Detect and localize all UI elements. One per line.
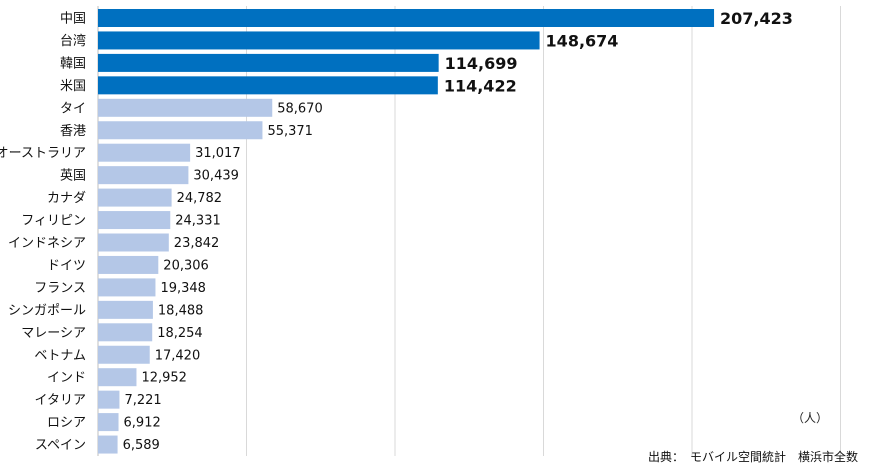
- bar: [98, 143, 191, 162]
- data-label: 114,422: [444, 76, 517, 95]
- data-label: 17,420: [155, 348, 201, 363]
- data-label: 6,589: [123, 438, 160, 453]
- data-label: 18,488: [158, 303, 204, 318]
- bar: [98, 211, 171, 230]
- category-label: シンガポール: [8, 303, 86, 318]
- bar: [98, 390, 120, 409]
- data-label: 114,699: [445, 54, 518, 73]
- category-label: ベトナム: [34, 348, 86, 363]
- source-label: 出典： モバイル空間統計 横浜市全数: [648, 450, 859, 464]
- category-label: 米国: [60, 79, 86, 94]
- bar: [98, 368, 137, 387]
- category-label: カナダ: [47, 191, 86, 206]
- category-label: ドイツ: [47, 258, 86, 273]
- category-label: フィリピン: [21, 214, 86, 229]
- data-label: 148,674: [546, 31, 619, 50]
- bar: [98, 76, 438, 95]
- bar: [98, 345, 150, 364]
- category-label: フランス: [34, 281, 86, 296]
- data-label: 19,348: [160, 281, 206, 296]
- bar: [98, 278, 156, 297]
- bar: [98, 121, 263, 140]
- bar: [98, 53, 439, 72]
- category-label: 韓国: [60, 56, 86, 71]
- category-label: 台湾: [60, 33, 86, 49]
- unit-label: （人）: [792, 411, 829, 425]
- category-label: インドネシア: [8, 236, 86, 251]
- category-label: マレーシア: [21, 326, 86, 341]
- bar: [98, 435, 118, 454]
- bar: [98, 233, 169, 252]
- data-label: 31,017: [195, 146, 241, 161]
- data-label: 23,842: [174, 236, 220, 251]
- data-label: 20,306: [163, 258, 209, 273]
- bar: [98, 9, 715, 27]
- category-label: 中国: [60, 12, 86, 27]
- bar: [98, 166, 189, 185]
- category-label: 香港: [60, 124, 86, 139]
- bar: [98, 188, 172, 207]
- category-label: タイ: [60, 101, 86, 116]
- bar: [98, 300, 153, 319]
- category-label: イタリア: [35, 393, 86, 408]
- data-label: 18,254: [157, 326, 203, 341]
- category-label: 英国: [60, 169, 86, 184]
- bar: [98, 255, 159, 274]
- data-label: 12,952: [141, 371, 187, 386]
- category-label: インド: [47, 371, 86, 386]
- category-label: オーストラリア: [0, 146, 86, 161]
- data-label: 24,331: [175, 214, 221, 229]
- data-label: 58,670: [277, 101, 323, 116]
- data-label: 30,439: [193, 169, 239, 184]
- category-label: スペイン: [35, 438, 86, 453]
- bar: [98, 323, 153, 342]
- category-label: ロシア: [47, 416, 86, 431]
- data-label: 24,782: [177, 191, 223, 206]
- bar: [98, 31, 540, 50]
- data-label: 6,912: [124, 416, 161, 431]
- data-label: 55,371: [267, 124, 313, 139]
- bar: [98, 413, 119, 432]
- bar: [98, 98, 273, 117]
- data-label: 7,221: [124, 393, 161, 408]
- data-label: 207,423: [720, 9, 793, 28]
